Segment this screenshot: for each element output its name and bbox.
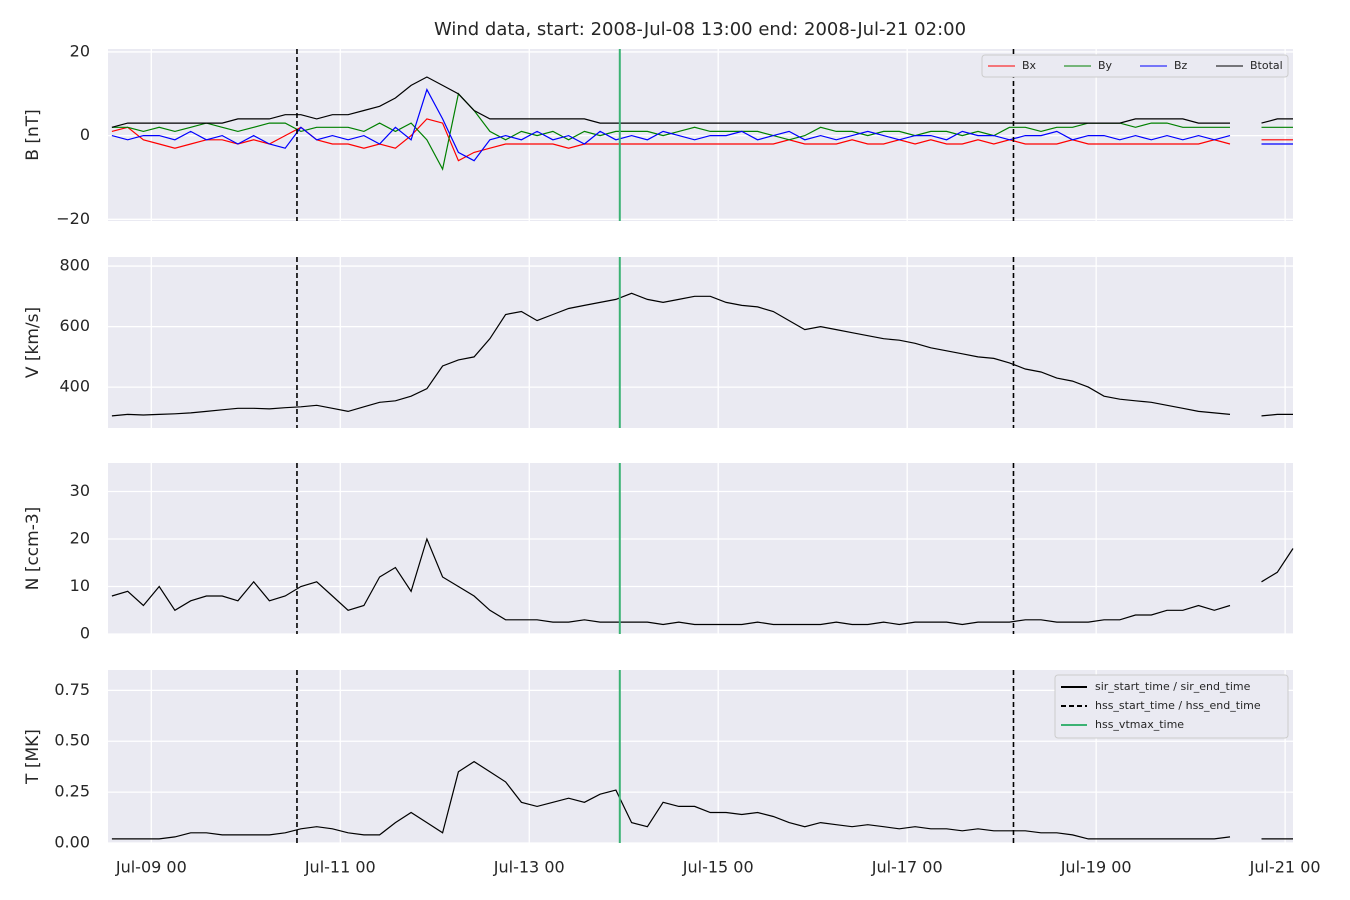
y-tick-label: 30 (70, 481, 90, 500)
legend-label: hss_start_time / hss_end_time (1095, 699, 1261, 712)
x-tick-label: Jul-19 00 (1060, 858, 1132, 877)
y-axis-label: T [MK] (23, 729, 43, 785)
series-line (111, 76, 1293, 128)
chart-title: Wind data, start: 2008-Jul-08 13:00 end:… (434, 19, 966, 40)
y-tick-label: 0.50 (54, 731, 90, 750)
y-axis-label: V [km/s] (23, 307, 43, 378)
y-tick-label: 0.75 (54, 680, 90, 699)
plot-area (108, 463, 1293, 634)
legend-box (1054, 674, 1289, 739)
x-tick-label: Jul-13 00 (493, 858, 565, 877)
legend-label: hss_vtmax_time (1095, 718, 1184, 731)
plot-area (108, 257, 1293, 428)
series-line (111, 760, 1293, 840)
x-tick-label: Jul-11 00 (304, 858, 376, 877)
y-tick-label: 20 (70, 529, 90, 548)
x-tick-label: Jul-17 00 (871, 858, 943, 877)
legend-label: By (1098, 59, 1113, 72)
y-tick-label: −20 (56, 209, 90, 228)
y-axis-label: N [ccm-3] (23, 507, 43, 591)
y-tick-label: 0.25 (54, 782, 90, 801)
y-tick-label: 0 (80, 125, 90, 144)
legend-label: Bz (1174, 59, 1188, 72)
legend-label: Bx (1022, 59, 1037, 72)
y-tick-label: 600 (59, 316, 90, 335)
y-tick-label: 0 (80, 624, 90, 643)
legend-box (981, 54, 1289, 78)
series-line (111, 88, 1293, 162)
series-line (111, 118, 1293, 162)
y-tick-label: 10 (70, 576, 90, 595)
x-tick-label: Jul-15 00 (682, 858, 754, 877)
series-line (111, 292, 1293, 417)
legend-label: Btotal (1250, 59, 1283, 72)
y-tick-label: 800 (59, 256, 90, 275)
y-tick-label: 400 (59, 377, 90, 396)
y-tick-label: 20 (70, 41, 90, 60)
series-line (111, 537, 1294, 626)
y-axis-label: B [nT] (23, 109, 43, 161)
legend-label: sir_start_time / sir_end_time (1095, 680, 1251, 693)
x-tick-label: Jul-21 00 (1249, 858, 1321, 877)
x-tick-label: Jul-09 00 (115, 858, 187, 877)
y-tick-label: 0.00 (54, 833, 90, 852)
